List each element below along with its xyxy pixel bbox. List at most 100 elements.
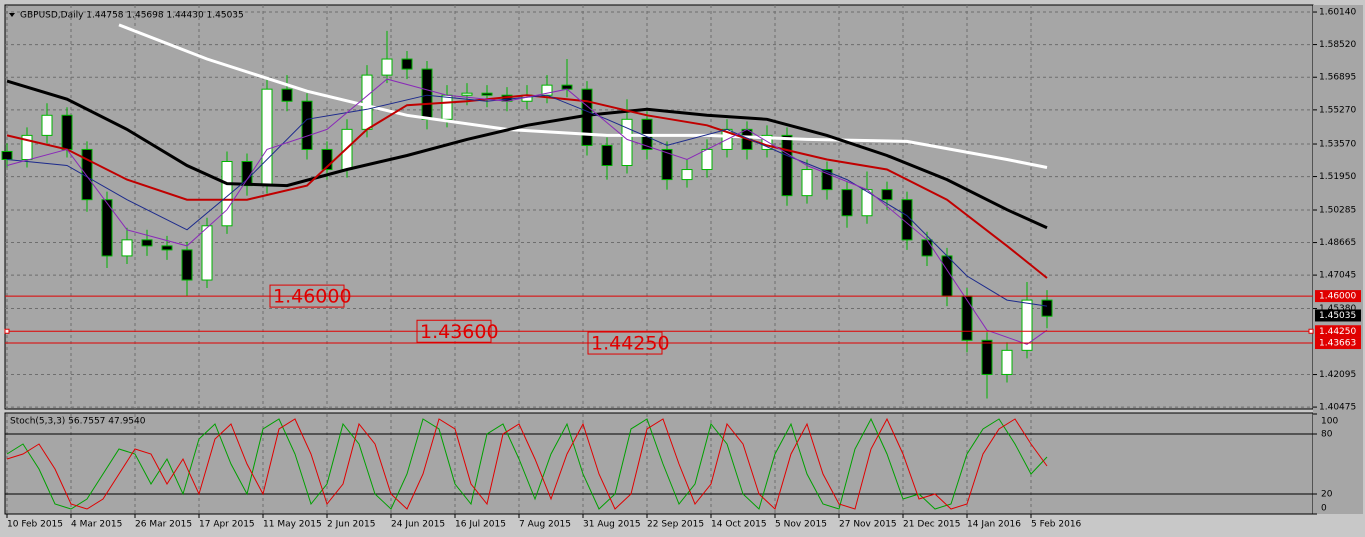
x-tick-label: 21 Dec 2015: [903, 520, 961, 530]
candle-body: [821, 169, 833, 191]
candle-body: [561, 84, 573, 90]
moving-average: [6, 94, 1048, 307]
y-tick-label: 1.56895: [1319, 73, 1356, 83]
candle-body: [21, 134, 33, 160]
indicator-title: Stoch(5,3,3) 56.7557 47.9540: [10, 417, 146, 427]
level-box: [587, 331, 663, 355]
y-tick-label: 1.60140: [1319, 8, 1356, 18]
x-tick-label: 4 Mar 2015: [71, 520, 122, 530]
x-tick-label: 26 Mar 2015: [135, 520, 192, 530]
candle-body: [601, 144, 613, 167]
level-box: [269, 284, 345, 308]
candle-body: [981, 339, 993, 375]
candle-body: [1041, 299, 1053, 317]
y-tick-label: 100: [1321, 417, 1338, 427]
chart-title: GBPUSD,Daily 1.44758 1.45698 1.44430 1.4…: [20, 11, 244, 21]
moving-average: [118, 23, 1048, 169]
level-axis-label: 1.46000: [1319, 292, 1356, 302]
stoch-line: [6, 417, 1048, 510]
y-tick-label: 1.53570: [1319, 140, 1356, 150]
y-tick-label: 1.58520: [1319, 40, 1356, 50]
x-tick-label: 10 Feb 2015: [7, 520, 63, 530]
candle-body: [461, 92, 473, 96]
moving-average: [6, 94, 1048, 279]
candle-body: [181, 249, 193, 281]
x-tick-label: 14 Oct 2015: [711, 520, 767, 530]
candle-body: [921, 239, 933, 257]
x-tick-label: 27 Nov 2015: [839, 520, 897, 530]
candle-body: [841, 189, 853, 217]
candle-body: [881, 189, 893, 201]
y-tick-label: 20: [1321, 490, 1333, 500]
candle-body: [361, 74, 373, 130]
level-axis-box: [1315, 290, 1361, 303]
x-tick-label: 11 May 2015: [263, 520, 322, 530]
y-tick-label: 80: [1321, 430, 1333, 440]
candle-body: [301, 100, 313, 150]
x-tick-label: 2 Jun 2015: [327, 520, 375, 530]
candle-body: [401, 58, 413, 70]
y-tick-label: 0: [1321, 504, 1327, 514]
candle-body: [101, 199, 113, 257]
level-annotation: 1.43600: [420, 321, 499, 343]
candle-body: [701, 148, 713, 171]
candle-body: [1021, 299, 1033, 351]
candle-body: [761, 134, 773, 150]
level-axis-label: 1.44250: [1319, 327, 1356, 337]
x-tick-label: 31 Aug 2015: [583, 520, 641, 530]
candle-body: [781, 134, 793, 197]
level-axis-box: [1315, 325, 1361, 338]
candle-body: [421, 68, 433, 120]
y-tick-label: 1.42095: [1319, 370, 1356, 380]
candle-body: [801, 169, 813, 197]
candle-body: [321, 148, 333, 171]
level-handle: [4, 328, 10, 334]
candle-body: [281, 88, 293, 102]
y-tick-label: 1.51950: [1319, 172, 1356, 182]
y-tick-label: 1.40475: [1319, 403, 1356, 413]
candle-body: [441, 94, 453, 120]
stoch-panel: [4, 412, 1314, 515]
y-tick-label: 1.47045: [1319, 271, 1356, 281]
candle-body: [261, 88, 273, 187]
candle-body: [61, 114, 73, 150]
candle-body: [221, 160, 233, 227]
y-tick-label: 1.45380: [1319, 304, 1356, 314]
level-box: [416, 319, 492, 343]
menu-arrow[interactable]: [9, 13, 15, 17]
x-tick-label: 7 Aug 2015: [519, 520, 571, 530]
candle-body: [1, 150, 13, 160]
candle-body: [681, 169, 693, 181]
stoch-line: [6, 417, 1048, 510]
level-annotation: 1.46000: [273, 286, 352, 308]
x-tick-label: 24 Jun 2015: [391, 520, 445, 530]
moving-average: [6, 79, 1048, 230]
candle-body: [381, 58, 393, 76]
x-tick-label: 14 Jan 2016: [967, 520, 1021, 530]
y-tick-label: 1.48665: [1319, 238, 1356, 248]
candle-body: [901, 199, 913, 241]
x-tick-label: 16 Jul 2015: [455, 520, 506, 530]
candle-body: [1001, 349, 1013, 375]
candle-body: [481, 92, 493, 96]
level-axis-box: [1315, 337, 1361, 350]
x-tick-label: 22 Sep 2015: [647, 520, 704, 530]
x-tick-label: 5 Nov 2015: [775, 520, 827, 530]
candle-body: [661, 148, 673, 181]
level-annotation: 1.44250: [591, 333, 670, 355]
candle-body: [121, 239, 133, 257]
moving-average: [6, 78, 1048, 345]
candle-body: [201, 225, 213, 281]
candle-body: [621, 118, 633, 167]
level-handle: [1308, 328, 1314, 334]
last-price-box: [1315, 309, 1361, 322]
price-axis: [1313, 5, 1363, 514]
candle-body: [141, 239, 153, 247]
candle-body: [161, 245, 173, 251]
x-tick-label: 5 Feb 2016: [1031, 520, 1082, 530]
candle-body: [41, 114, 53, 136]
candle-body: [961, 295, 973, 341]
y-tick-label: 1.55270: [1319, 105, 1356, 115]
x-tick-label: 17 Apr 2015: [199, 520, 255, 530]
last-price-label: 1.45035: [1319, 311, 1356, 321]
